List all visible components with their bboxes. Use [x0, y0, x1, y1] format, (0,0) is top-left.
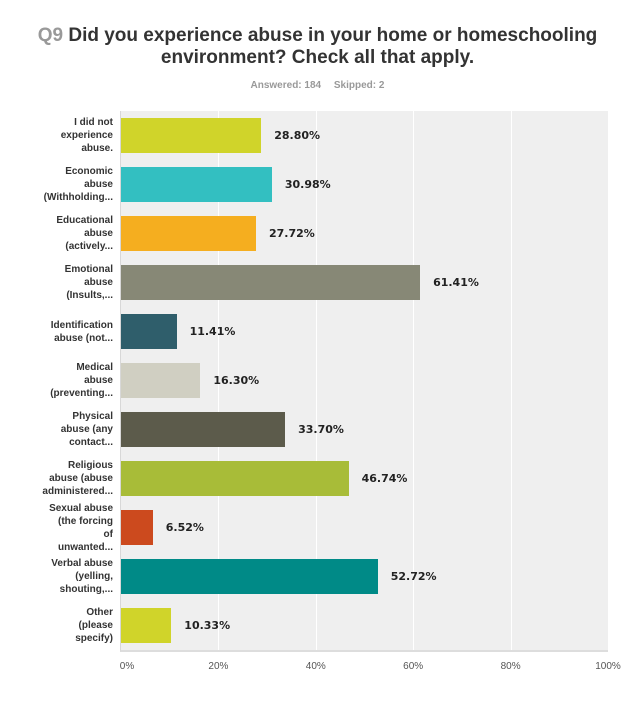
- category-label: Identification abuse (not...: [0, 309, 113, 354]
- bar[interactable]: [121, 363, 201, 398]
- category-label: Medical abuse (preventing...: [0, 358, 113, 403]
- category-label-line: Emotional: [64, 264, 113, 275]
- value-label: 33.70%: [298, 423, 344, 436]
- x-tick-label: 0%: [119, 661, 135, 672]
- bar[interactable]: [121, 314, 177, 349]
- category-label-line: administered...: [42, 486, 113, 497]
- gridline: [511, 111, 512, 650]
- value-label: 30.98%: [284, 178, 331, 191]
- category-label: Emotional abuse (Insults,...: [0, 260, 113, 305]
- category-label-line: (actively...: [65, 241, 113, 252]
- x-tick-label: 40%: [305, 661, 326, 672]
- value-label: 52.72%: [390, 570, 437, 583]
- category-label-line: shouting,...: [59, 584, 113, 595]
- category-label-line: (Withholding...: [43, 192, 113, 203]
- gridline: [413, 111, 414, 650]
- category-label-line: abuse (not...: [54, 332, 113, 344]
- value-label: 11.41%: [189, 325, 236, 338]
- category-label-line: abuse: [84, 179, 113, 190]
- x-tick-label: 60%: [403, 661, 424, 672]
- value-label: 28.80%: [274, 129, 321, 142]
- category-label: Physical abuse (any contact...: [0, 407, 113, 452]
- bar[interactable]: [121, 559, 378, 594]
- category-label: Sexual abuse (the forcing of unwanted...: [0, 502, 113, 554]
- category-label: Religious abuse (abuse administered...: [0, 456, 113, 501]
- category-label-line: Sexual abuse: [49, 502, 113, 514]
- x-tick-label: 100%: [595, 661, 621, 672]
- category-label-line: Identification: [50, 319, 113, 331]
- category-label-line: specify): [75, 633, 113, 644]
- category-label-line: Economic: [65, 166, 113, 177]
- category-label-line: Other: [86, 607, 113, 618]
- value-label: 6.52%: [165, 521, 204, 534]
- category-label: I did not experience abuse.: [0, 113, 113, 158]
- bar[interactable]: [121, 118, 262, 153]
- value-label: 27.72%: [268, 227, 315, 240]
- value-label: 61.41%: [433, 276, 479, 289]
- question-text: Did you experience abuse in your home or…: [68, 25, 598, 68]
- category-label-line: abuse (any: [60, 424, 113, 435]
- bar[interactable]: [121, 265, 421, 300]
- category-label-line: (the forcing: [58, 515, 113, 527]
- category-label-line: (yelling,: [75, 571, 113, 582]
- category-label-line: Verbal abuse: [51, 558, 113, 569]
- category-label: Other (please specify): [0, 603, 113, 648]
- category-label-line: (please: [78, 620, 113, 631]
- category-label-line: abuse (abuse: [49, 473, 113, 484]
- bar[interactable]: [121, 510, 153, 545]
- response-summary: Answered: 184 Skipped: 2: [0, 80, 635, 91]
- x-tick-label: 80%: [500, 661, 521, 672]
- category-label-line: abuse: [84, 375, 113, 386]
- category-label: Economic abuse (Withholding...: [0, 162, 113, 207]
- value-label: 10.33%: [184, 619, 231, 632]
- answered-count: Answered: 184: [250, 80, 322, 91]
- gridline: [316, 111, 317, 650]
- bar[interactable]: [121, 461, 349, 496]
- category-label-line: Physical: [72, 411, 113, 422]
- question-title: Q9 Did you experience abuse in your home…: [0, 25, 635, 69]
- value-label: 16.30%: [213, 374, 260, 387]
- category-label: Verbal abuse (yelling, shouting,...: [0, 554, 113, 599]
- category-label-line: (Insults,...: [66, 290, 113, 301]
- gridline: [218, 111, 219, 650]
- bar[interactable]: [121, 608, 172, 643]
- category-label-line: experience: [60, 130, 113, 141]
- category-label-line: contact...: [69, 437, 113, 448]
- question-number: Q9: [37, 25, 64, 46]
- category-label-line: abuse: [84, 277, 113, 288]
- category-label-line: (preventing...: [50, 388, 113, 399]
- bar[interactable]: [121, 167, 272, 202]
- category-label-line: abuse.: [81, 143, 113, 154]
- skipped-count: Skipped: 2: [333, 80, 385, 91]
- category-label: Educational abuse (actively...: [0, 211, 113, 256]
- category-label-line: Religious: [67, 460, 113, 471]
- bar[interactable]: [121, 216, 256, 251]
- value-label: 46.74%: [361, 472, 408, 485]
- category-label-line: abuse: [84, 228, 113, 239]
- category-label-line: Educational: [56, 215, 113, 226]
- category-label-line: unwanted...: [58, 541, 113, 553]
- bar[interactable]: [121, 412, 286, 447]
- category-label-line: I did not: [74, 117, 113, 128]
- category-label-line: of: [103, 528, 113, 540]
- x-tick-label: 20%: [208, 661, 229, 672]
- category-label-line: Medical: [76, 362, 113, 373]
